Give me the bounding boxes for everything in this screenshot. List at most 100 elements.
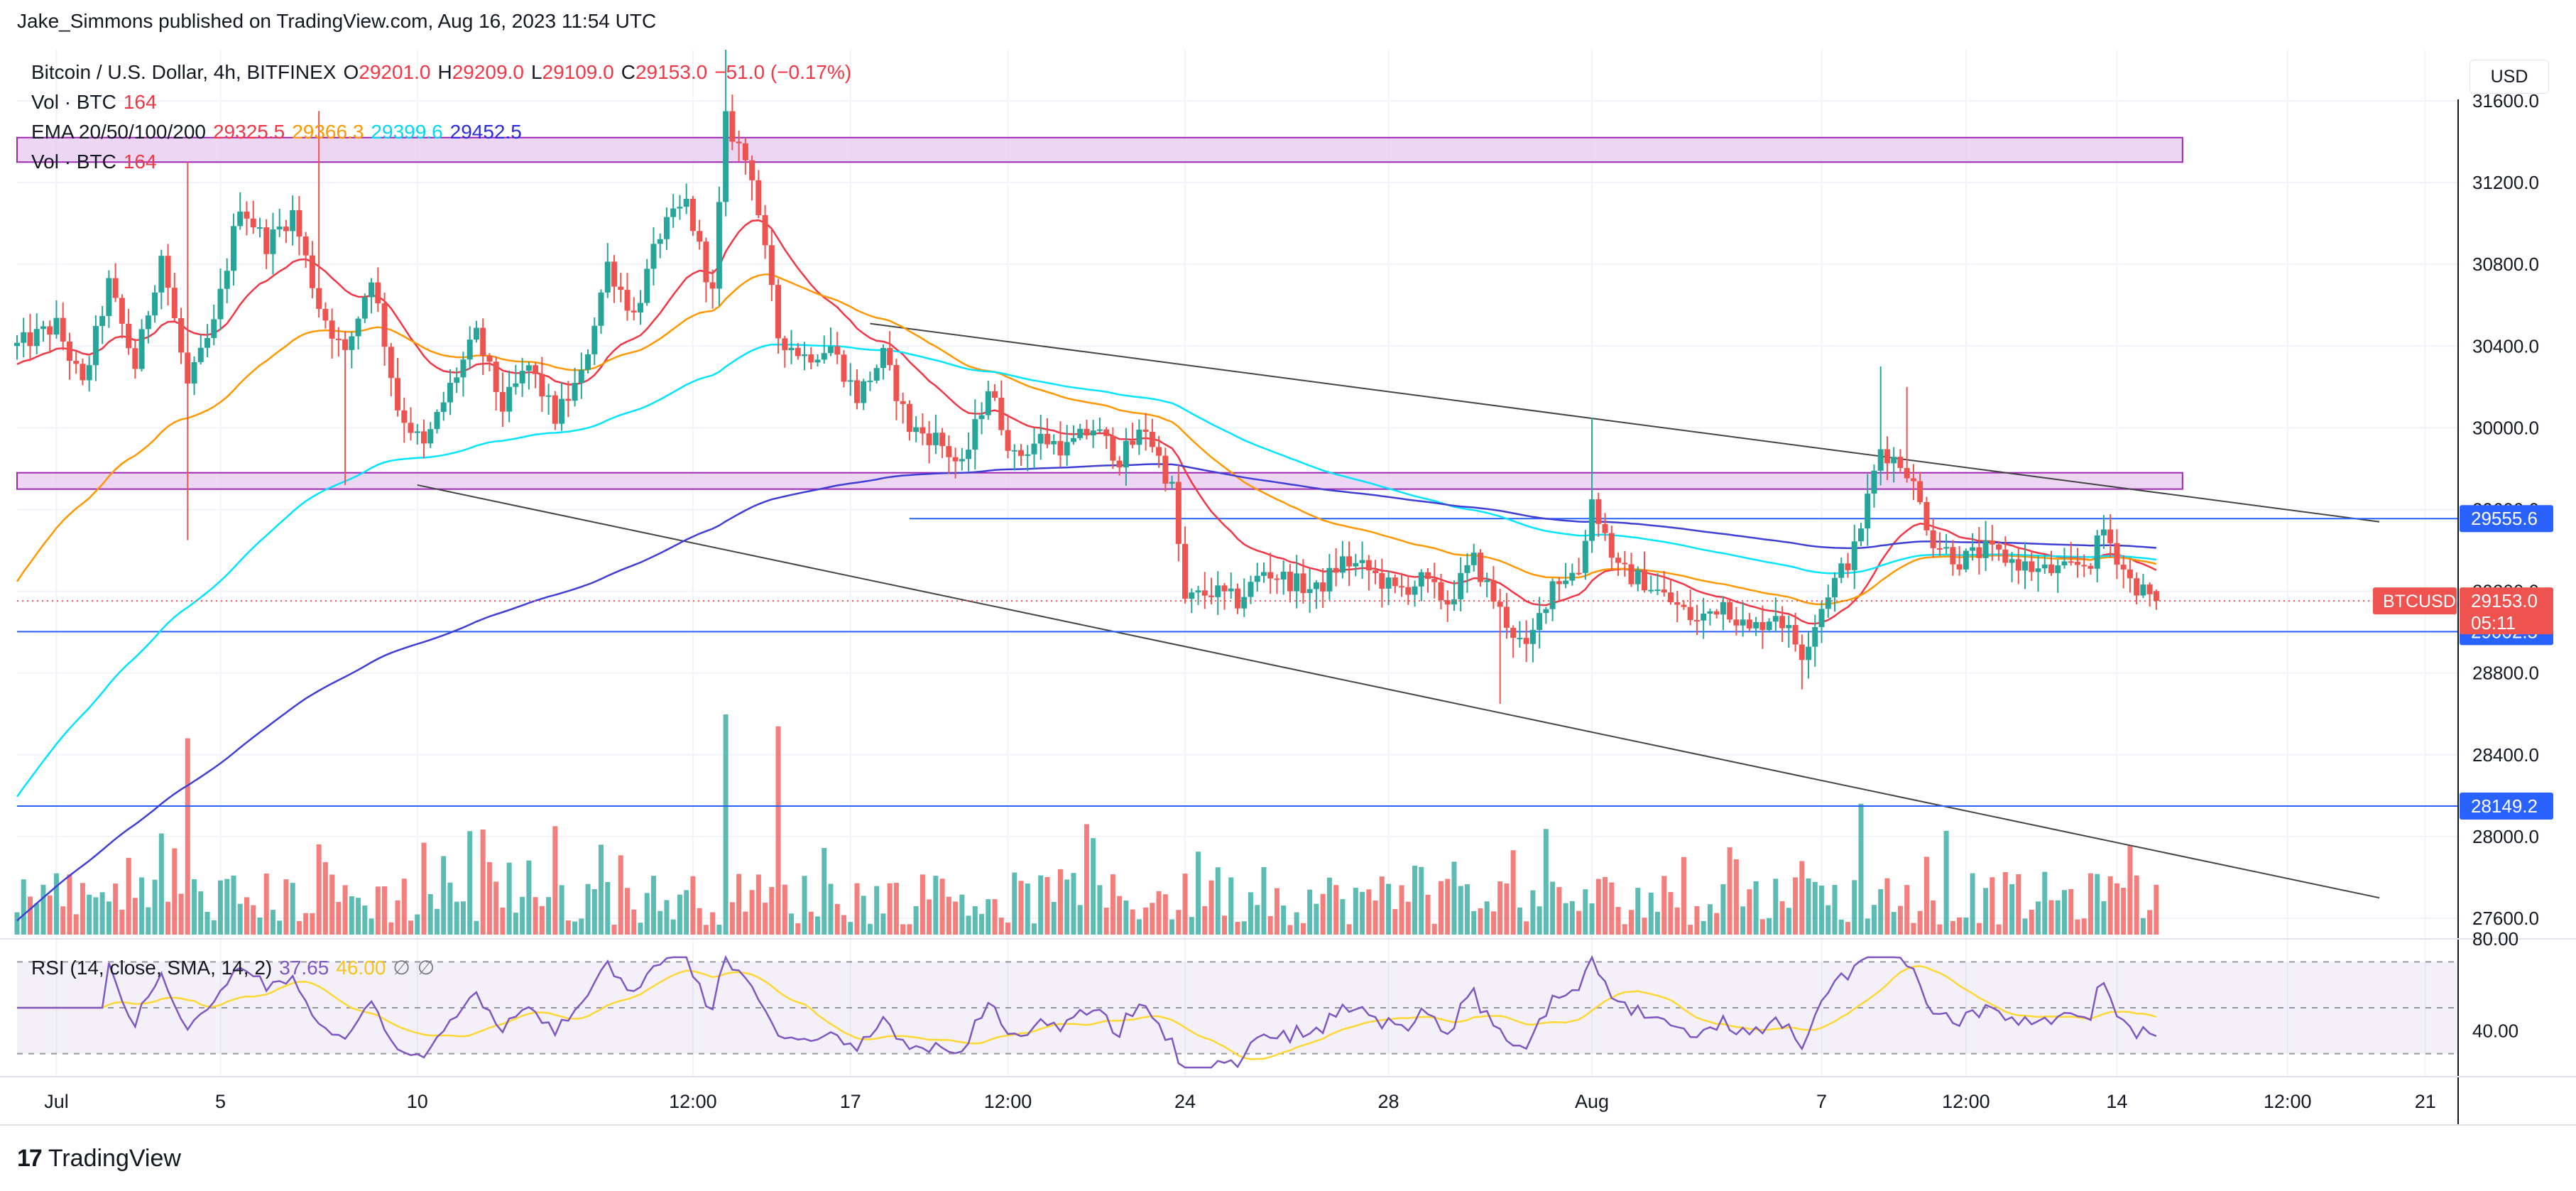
volume-bar [2061, 890, 2067, 935]
volume-label[interactable]: Vol · BTC [31, 91, 116, 113]
volume-bar [848, 922, 853, 935]
volume-bar [237, 903, 243, 935]
volume-bar [1255, 905, 1260, 935]
candle-body [1713, 611, 1720, 615]
volume-bar [1241, 921, 1247, 935]
candle-body [1563, 580, 1569, 584]
candle-body [1418, 572, 1424, 587]
volume-bar [178, 893, 184, 935]
candle-body [591, 325, 598, 354]
candle-body [1385, 577, 1392, 589]
candle-body [585, 354, 591, 370]
rsi-label[interactable]: RSI (14, close, SMA, 14, 2) [31, 957, 273, 979]
candle-body [460, 359, 466, 378]
candle-body [1484, 580, 1490, 582]
candle-body [1365, 560, 1372, 571]
volume-bar [2127, 845, 2133, 935]
volume-bar [933, 876, 939, 935]
tradingview-logo[interactable]: 17 TradingView [17, 1145, 181, 1173]
candle-body [1359, 560, 1365, 563]
candle-body [309, 255, 315, 288]
volume-bar [251, 905, 256, 935]
candle-body [466, 339, 473, 360]
candle-body [768, 245, 775, 285]
candle-body [1950, 547, 1956, 565]
volume-bar [87, 894, 92, 935]
rsi-value: 37.65 [279, 957, 329, 979]
volume-bar [1688, 925, 1693, 935]
resistance-zone[interactable] [16, 472, 2183, 490]
volume-bar [677, 894, 682, 935]
time-tick-label: 10 [407, 1091, 428, 1112]
last-price-label: 29153.0 [2471, 590, 2538, 611]
candle-body [1208, 595, 1215, 597]
volume-bar [1635, 888, 1641, 935]
candle-body [33, 329, 40, 347]
candle-body [1287, 571, 1293, 592]
volume-bar [329, 874, 335, 935]
price-axis[interactable] [2458, 0, 2576, 1077]
volume-bar [802, 876, 807, 935]
candle-body [1772, 616, 1779, 622]
candle-body [1182, 543, 1189, 599]
candle-body [1084, 428, 1090, 436]
volume-bar [382, 886, 388, 935]
volume-bar [2134, 875, 2139, 935]
candle-body [1031, 443, 1037, 455]
volume-bar [1130, 909, 1135, 935]
volume-bar [1274, 888, 1279, 935]
trendline[interactable] [417, 484, 2380, 899]
volume-bar [1018, 881, 1024, 935]
volume-bar [1294, 912, 1299, 935]
volume-bar [1996, 924, 2002, 935]
ema50-line [16, 273, 2157, 606]
volume-bar [998, 918, 1004, 935]
candle-body [1130, 440, 1136, 445]
volume-bar [263, 874, 269, 935]
symbol-title[interactable]: Bitcoin / U.S. Dollar, 4h, BITFINEX [31, 61, 337, 83]
rsi-settings-icon[interactable]: ∅ [417, 957, 435, 979]
candle-body [808, 354, 814, 363]
volume-bar [1740, 906, 1746, 935]
candle-body [775, 285, 782, 339]
candle-body [335, 338, 342, 340]
volume-bar [1419, 866, 1424, 935]
trendline[interactable] [870, 322, 2380, 523]
resistance-zone[interactable] [16, 136, 2183, 163]
volume-bar [822, 847, 827, 935]
candle-body [1970, 547, 1976, 551]
candle-body [1930, 530, 1936, 548]
volume-bar [53, 873, 59, 935]
candle-body [663, 217, 670, 239]
candle-body [2140, 584, 2146, 596]
volume-bar [1340, 899, 1346, 935]
volume-bar [1747, 889, 1752, 935]
ema-label[interactable]: EMA 20/50/100/200 [31, 121, 206, 143]
candle-body [782, 338, 788, 351]
volume-bar [1858, 803, 1864, 935]
volume-bar [755, 874, 761, 935]
candle-body [211, 319, 217, 338]
volume-bar [972, 906, 978, 935]
candle-body [250, 218, 256, 228]
candle-body [2081, 565, 2087, 567]
candle-body [434, 412, 440, 430]
candle-body [329, 320, 335, 339]
volume-bar [1025, 883, 1030, 935]
volume-legend: Vol · BTC 164 [31, 91, 164, 114]
volume-bar [907, 924, 912, 935]
rsi-hide-icon[interactable]: ∅ [393, 957, 410, 979]
candle-body [1195, 590, 1201, 593]
candle-body [40, 326, 46, 330]
candle-body [171, 288, 178, 318]
volume-label-2[interactable]: Vol · BTC [31, 151, 116, 173]
volume-bar [959, 894, 965, 935]
volume-bar [533, 897, 538, 935]
candle-body [1727, 602, 1733, 620]
currency-button[interactable]: USD [2469, 60, 2549, 94]
volume-bar [1267, 915, 1273, 935]
candle-body [802, 354, 808, 357]
volume-bar [1759, 919, 1765, 935]
